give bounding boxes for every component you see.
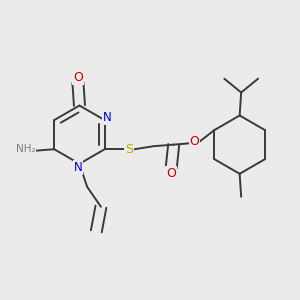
Text: N: N (103, 111, 112, 124)
Text: O: O (190, 135, 200, 148)
Text: NH₂: NH₂ (16, 144, 35, 154)
Text: S: S (125, 143, 133, 156)
Text: N: N (74, 161, 82, 174)
Text: O: O (166, 167, 176, 180)
Text: O: O (73, 70, 83, 83)
